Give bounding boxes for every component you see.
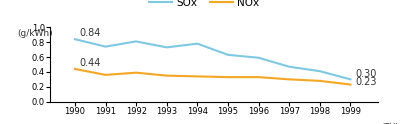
NOx [72,68,77,70]
NOx [348,84,353,85]
NOx [226,76,231,78]
SOx [287,66,292,67]
Line: SOx: SOx [75,39,350,79]
SOx [195,43,200,44]
SOx [134,41,139,42]
SOx [226,54,231,56]
SOx [72,38,77,40]
Line: NOx: NOx [75,69,350,85]
Text: (FY): (FY) [381,123,399,124]
Legend: SOx, NOx: SOx, NOx [145,0,263,12]
NOx [317,80,322,82]
SOx [103,46,108,47]
NOx [195,76,200,77]
NOx [134,72,139,73]
Text: 0.44: 0.44 [79,58,101,68]
SOx [317,70,322,72]
NOx [164,75,169,76]
NOx [256,76,261,78]
SOx [164,47,169,48]
NOx [103,74,108,76]
Text: 0.23: 0.23 [355,77,377,87]
Text: 0.84: 0.84 [79,28,101,38]
SOx [348,79,353,80]
Text: 0.30: 0.30 [355,69,376,79]
SOx [256,57,261,59]
NOx [287,79,292,80]
Text: (g/kWh): (g/kWh) [18,29,53,38]
